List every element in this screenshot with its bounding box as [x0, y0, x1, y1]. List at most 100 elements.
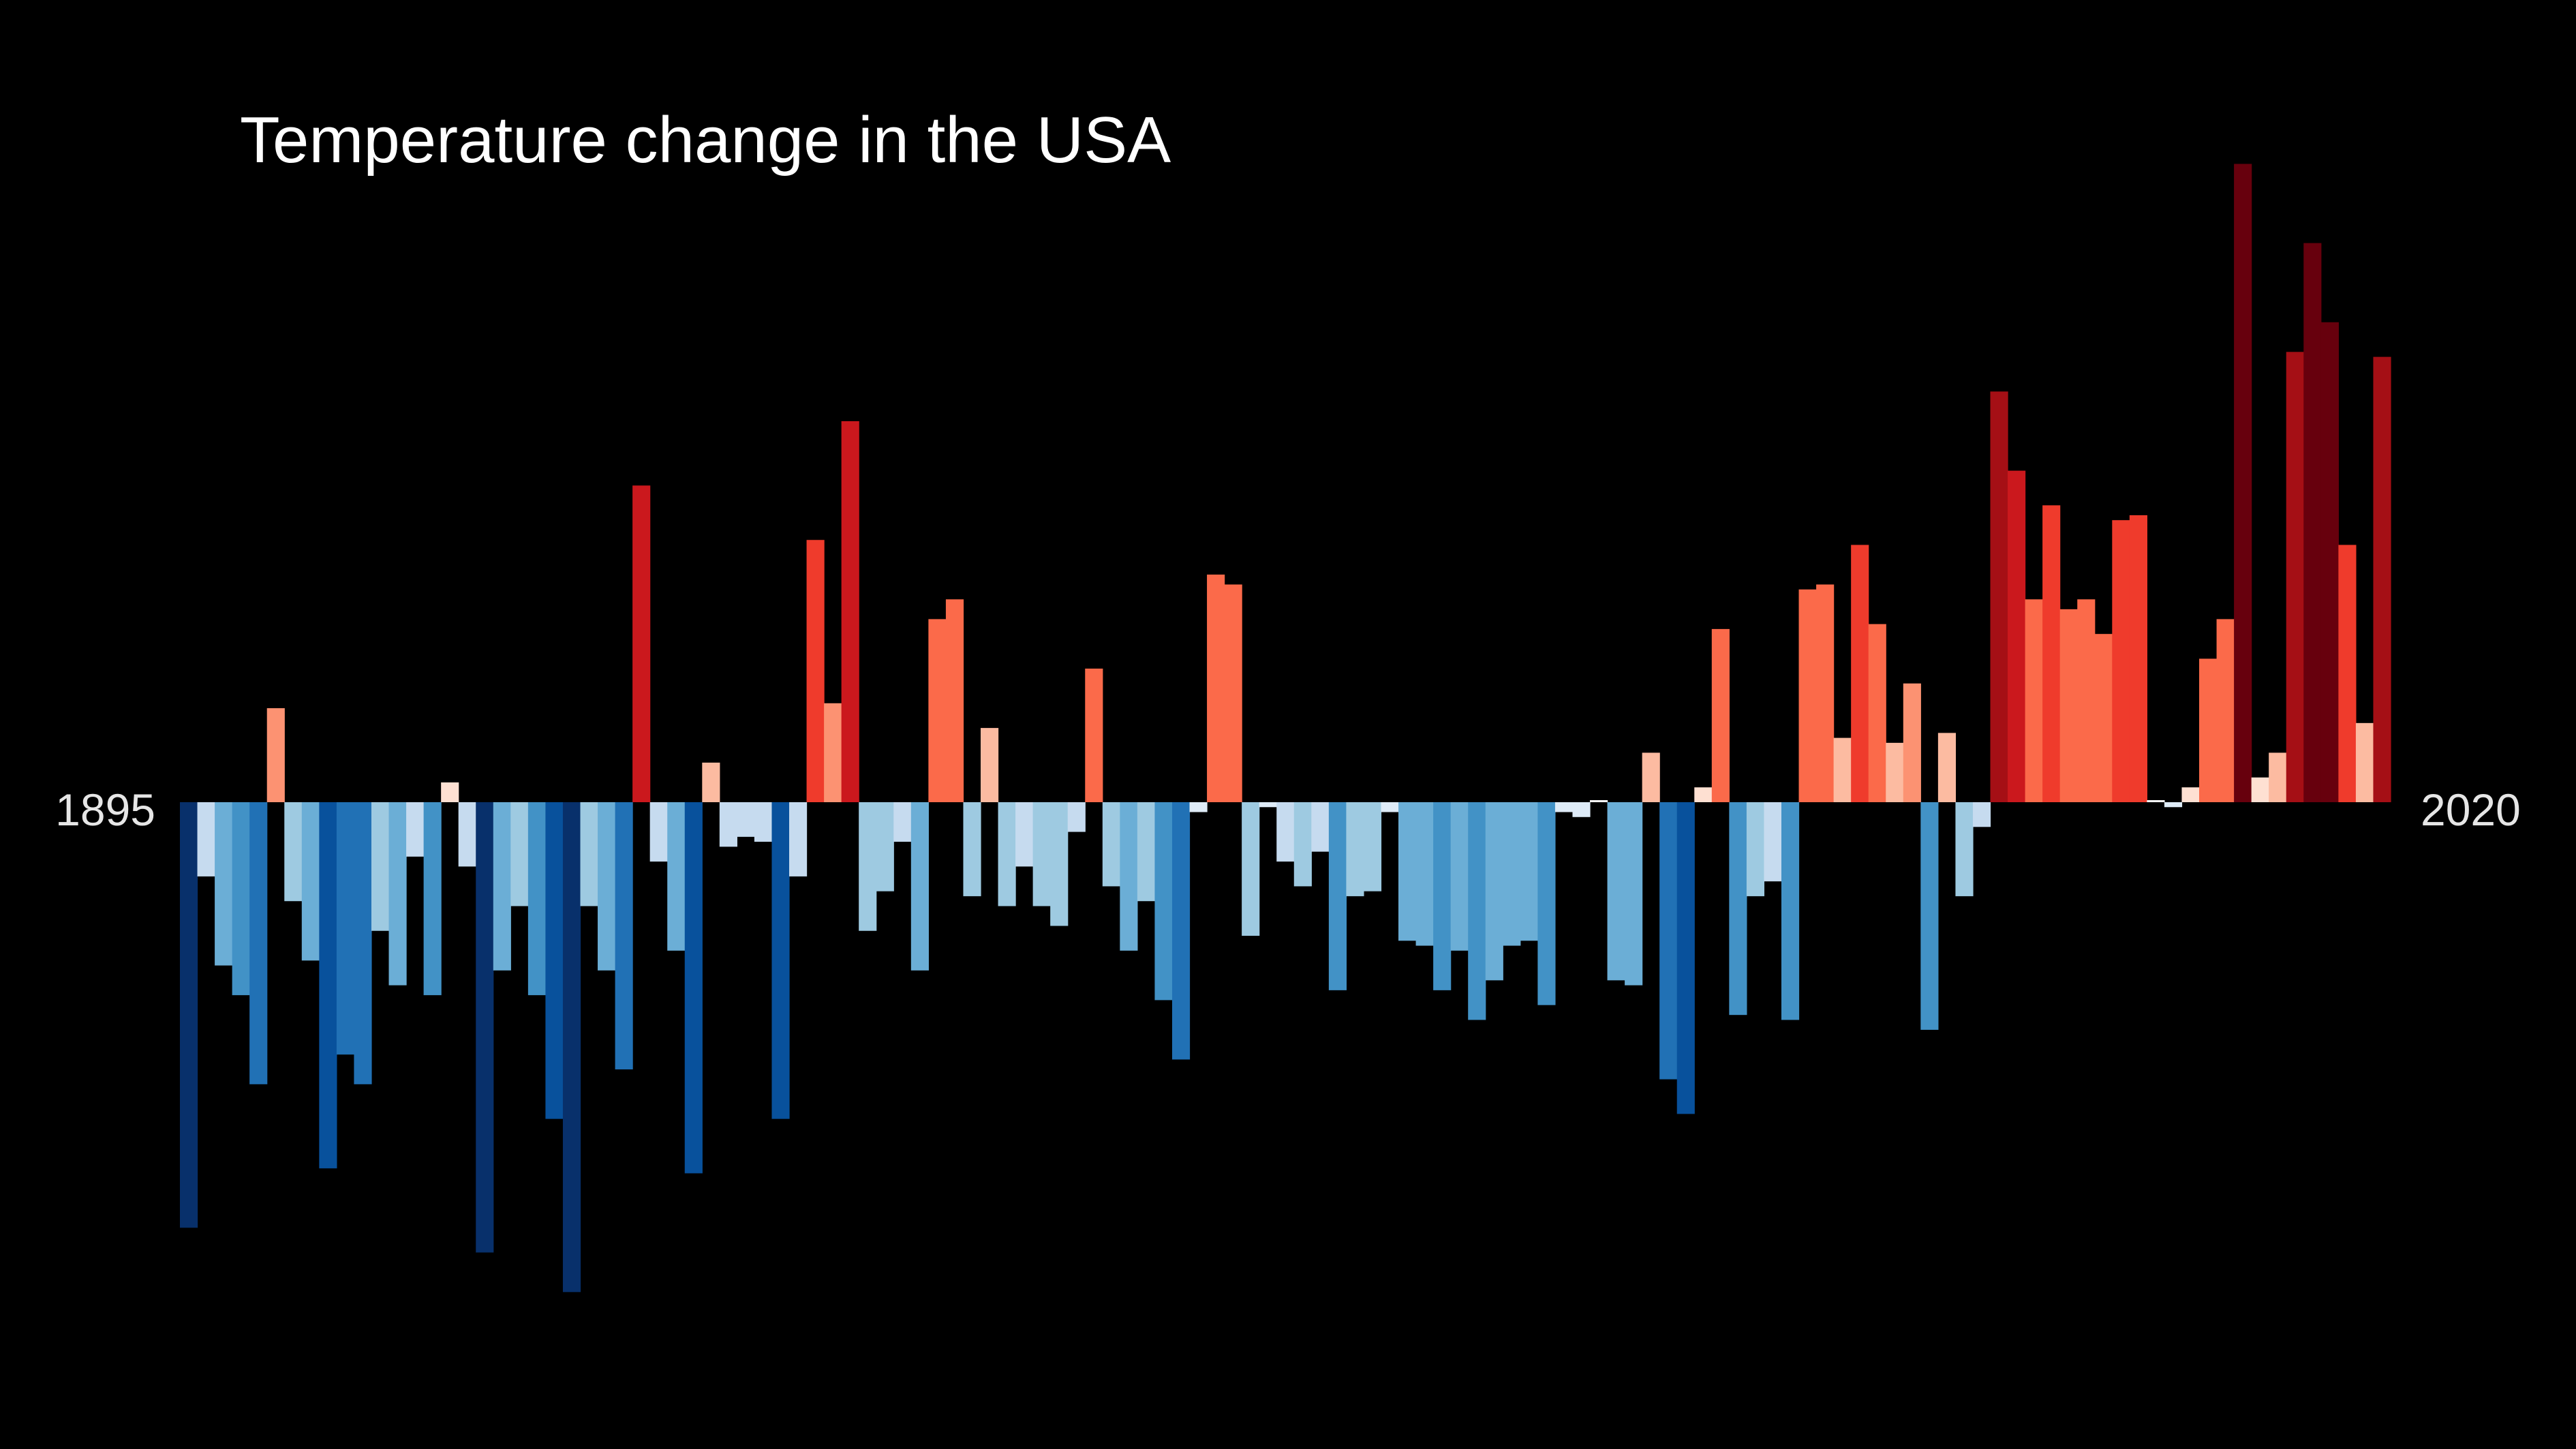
bars-group	[180, 164, 2391, 1292]
bar-1895	[180, 802, 198, 1228]
bar-1903	[319, 802, 337, 1169]
bar-1943	[1015, 802, 1034, 867]
bar-1906	[371, 802, 390, 931]
bar-2002	[2042, 505, 2061, 802]
bar-2006	[2112, 520, 2130, 802]
bar-1965	[1398, 802, 1417, 941]
bar-1897	[215, 802, 233, 966]
bar-2007	[2129, 515, 2147, 802]
bar-1989	[1816, 584, 1835, 802]
bar-1955	[1224, 584, 1242, 802]
bar-1909	[423, 802, 442, 996]
bar-1986	[1764, 802, 1782, 882]
chart-title: Temperature change in the USA	[240, 104, 1171, 177]
bar-1953	[1189, 802, 1208, 812]
bar-1984	[1729, 802, 1747, 1016]
bar-1978	[1625, 802, 1643, 986]
bar-1969	[1468, 802, 1486, 1020]
bar-1982	[1694, 787, 1713, 802]
bar-1948	[1102, 802, 1120, 887]
bar-1933	[841, 421, 859, 802]
bar-1915	[527, 802, 547, 996]
bar-1949	[1120, 802, 1138, 951]
bar-1959	[1293, 802, 1312, 887]
bar-2017	[2303, 243, 2322, 802]
bar-1952	[1171, 802, 1191, 1060]
bar-1946	[1067, 802, 1086, 832]
bar-1902	[301, 802, 320, 961]
bar-2004	[2077, 599, 2096, 802]
bar-2010	[2181, 787, 2200, 802]
bar-1927	[737, 802, 755, 837]
bar-1975	[1572, 802, 1591, 817]
bar-1935	[876, 802, 894, 891]
bar-1956	[1242, 802, 1260, 936]
bar-2021	[2373, 356, 2391, 802]
bar-1905	[354, 802, 372, 1084]
bar-1971	[1503, 802, 1521, 946]
bar-1990	[1833, 737, 1852, 802]
bar-1988	[1798, 589, 1817, 802]
bar-1941	[980, 728, 999, 802]
bar-1922	[649, 802, 668, 862]
bar-1940	[963, 802, 981, 896]
bar-1939	[945, 599, 964, 802]
bar-1900	[266, 708, 285, 802]
bar-2012	[2216, 619, 2235, 802]
bar-1999	[1990, 391, 2008, 802]
bar-1923	[667, 802, 686, 951]
bar-1914	[510, 802, 529, 906]
bar-1904	[336, 802, 355, 1055]
bar-2020	[2355, 722, 2374, 802]
bar-1917	[562, 802, 581, 1292]
bar-1995	[1920, 802, 1939, 1030]
bar-1926	[719, 802, 737, 847]
bar-1977	[1607, 802, 1625, 981]
bar-1938	[928, 619, 947, 802]
bar-1994	[1903, 683, 1921, 802]
bar-1919	[598, 802, 616, 971]
bar-1918	[580, 802, 598, 906]
bar-1972	[1520, 802, 1538, 941]
bar-2013	[2234, 164, 2252, 802]
bar-1899	[249, 802, 268, 1084]
bar-1910	[441, 782, 459, 802]
bar-1992	[1868, 624, 1886, 802]
bar-1911	[458, 802, 476, 867]
bar-2015	[2269, 752, 2287, 802]
bar-1920	[615, 802, 633, 1070]
bar-1968	[1450, 802, 1469, 951]
bar-1954	[1207, 575, 1225, 802]
bar-2008	[2147, 800, 2165, 802]
bar-1942	[998, 802, 1016, 906]
bar-1987	[1781, 802, 1800, 1020]
bar-1898	[232, 802, 250, 996]
bar-1964	[1381, 802, 1399, 812]
bar-1901	[284, 802, 303, 902]
bar-1913	[493, 802, 511, 971]
end-year-label: 2020	[2421, 784, 2521, 835]
bar-1937	[910, 802, 929, 971]
bar-1945	[1050, 802, 1069, 926]
bar-1907	[388, 802, 407, 986]
bar-1947	[1085, 668, 1103, 802]
bar-1912	[476, 802, 494, 1253]
bar-1962	[1346, 802, 1364, 896]
bar-1950	[1137, 802, 1156, 902]
bar-1966	[1415, 802, 1434, 946]
bar-1960	[1311, 802, 1330, 852]
bar-1896	[197, 802, 215, 876]
bar-1985	[1746, 802, 1765, 896]
bar-1997	[1955, 802, 1974, 896]
bar-1993	[1886, 742, 1904, 802]
bar-2018	[2320, 322, 2339, 802]
bar-1928	[754, 802, 773, 842]
bar-1934	[859, 802, 877, 931]
bar-1963	[1363, 802, 1382, 891]
bar-2016	[2286, 352, 2304, 802]
bar-1996	[1937, 733, 1957, 802]
bar-1931	[806, 540, 825, 802]
bar-1974	[1554, 802, 1574, 812]
bar-1980	[1659, 802, 1678, 1080]
